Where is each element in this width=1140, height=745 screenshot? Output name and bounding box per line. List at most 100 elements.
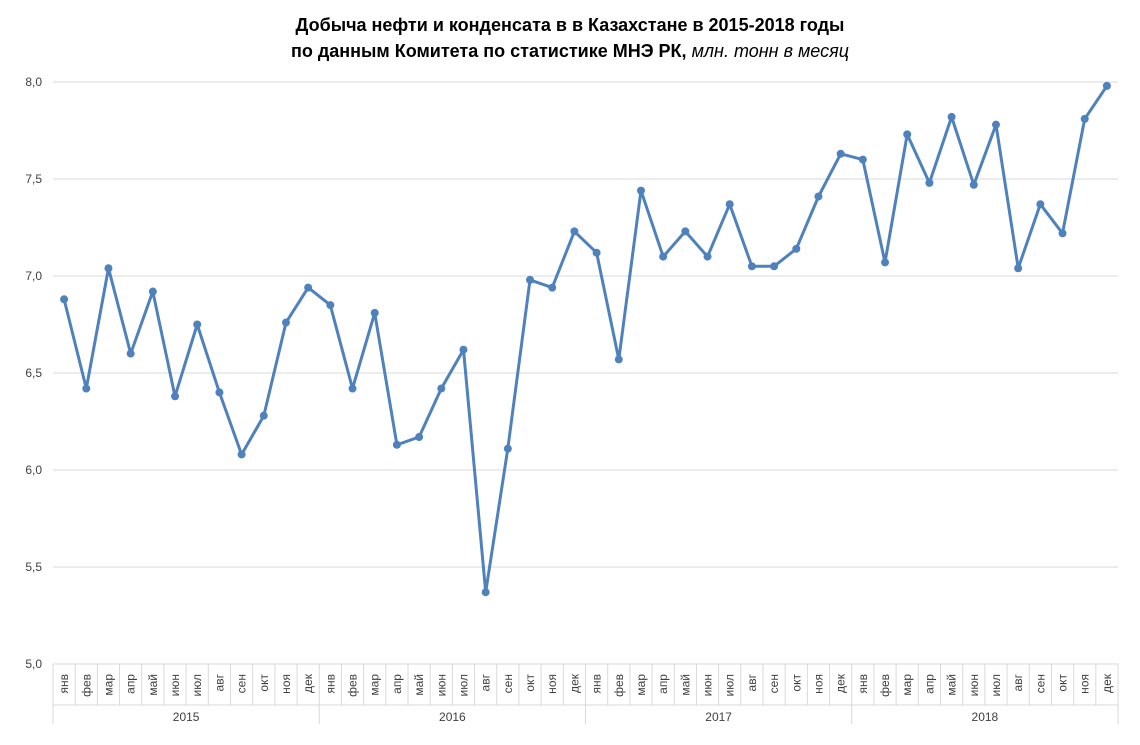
data-point <box>237 450 246 459</box>
year-label: 2018 <box>972 710 999 724</box>
month-tick-label: июл <box>456 674 470 696</box>
month-tick-label: фев <box>346 674 360 697</box>
data-point <box>370 308 379 317</box>
y-tick-label: 6,0 <box>25 463 42 477</box>
data-point <box>526 275 535 284</box>
month-tick-label: фев <box>612 674 626 697</box>
data-point <box>659 252 668 261</box>
month-tick-label: июн <box>434 674 448 696</box>
chart-title-line1: Добыча нефти и конденсата в в Казахстане… <box>295 15 845 35</box>
month-tick-label: дек <box>834 673 848 693</box>
data-point <box>82 384 91 393</box>
chart-title-main: по данным Комитета по статистике МНЭ РК, <box>290 41 687 61</box>
month-tick-label: сен <box>767 674 781 693</box>
data-point <box>348 384 357 393</box>
month-tick-label: май <box>678 674 692 696</box>
year-label: 2015 <box>173 710 200 724</box>
data-point <box>969 180 978 189</box>
month-tick-label: сен <box>501 674 515 693</box>
data-point <box>792 244 801 253</box>
data-point <box>171 392 180 401</box>
month-tick-label: окт <box>789 674 803 692</box>
month-tick-label: май <box>412 674 426 696</box>
data-point <box>281 318 290 327</box>
data-point <box>126 349 135 358</box>
month-tick-label: дек <box>1100 673 1114 693</box>
chart-title-unit: млн. тонн в месяц <box>691 41 850 61</box>
data-point <box>392 440 401 449</box>
data-point <box>437 384 446 393</box>
data-point <box>1102 81 1111 90</box>
data-point <box>991 120 1000 129</box>
data-point <box>858 155 867 164</box>
data-point <box>703 252 712 261</box>
data-point <box>60 295 69 304</box>
y-axis-ticks: 5,0 5,5 6,0 6,5 7,0 7,5 8,0 <box>25 75 42 671</box>
data-point <box>925 178 934 187</box>
month-tick-label: апр <box>922 674 936 694</box>
data-point <box>570 227 579 236</box>
month-tick-label: фев <box>79 674 93 697</box>
y-tick-label: 5,0 <box>25 657 42 671</box>
data-point <box>415 433 424 442</box>
month-tick-label: мар <box>368 674 382 696</box>
month-tick-label: мар <box>101 674 115 696</box>
month-tick-label: июн <box>701 674 715 696</box>
chart-title-line2: по данным Комитета по статистике МНЭ РК,… <box>0 38 1140 64</box>
month-tick-label: фев <box>878 674 892 697</box>
data-point <box>725 200 734 209</box>
month-tick-label: янв <box>590 674 604 694</box>
month-tick-label: окт <box>523 674 537 692</box>
data-point <box>548 283 557 292</box>
month-tick-label: окт <box>1056 674 1070 692</box>
data-point <box>104 264 113 273</box>
data-point <box>1058 229 1067 238</box>
month-tick-label: янв <box>323 674 337 694</box>
month-tick-label: май <box>945 674 959 696</box>
data-point <box>304 283 313 292</box>
month-tick-label: авг <box>479 673 493 691</box>
data-point <box>747 262 756 271</box>
month-tick-label: янв <box>856 674 870 694</box>
data-point <box>681 227 690 236</box>
month-tick-label: ноя <box>545 674 559 694</box>
data-point <box>903 130 912 139</box>
month-tick-label: ноя <box>1078 674 1092 694</box>
y-tick-label: 8,0 <box>25 75 42 89</box>
month-tick-label: сен <box>235 674 249 693</box>
month-tick-label: дек <box>567 673 581 693</box>
data-point <box>614 355 623 364</box>
month-tick-label: ноя <box>811 674 825 694</box>
data-point <box>1036 200 1045 209</box>
data-point <box>814 192 823 201</box>
data-point <box>770 262 779 271</box>
data-point <box>193 320 202 329</box>
data-point <box>459 345 468 354</box>
month-tick-label: июл <box>723 674 737 696</box>
month-tick-label: мар <box>634 674 648 696</box>
chart-title: Добыча нефти и конденсата в в Казахстане… <box>0 12 1140 64</box>
month-tick-label: окт <box>257 674 271 692</box>
data-series <box>60 81 1111 597</box>
data-point <box>1080 114 1089 123</box>
data-point <box>503 444 512 453</box>
data-point <box>836 149 845 158</box>
month-tick-label: янв <box>57 674 71 694</box>
y-tick-label: 7,0 <box>25 269 42 283</box>
month-tick-label: апр <box>656 674 670 694</box>
month-tick-label: апр <box>390 674 404 694</box>
month-tick-label: июн <box>168 674 182 696</box>
data-point <box>215 388 224 397</box>
y-tick-label: 5,5 <box>25 560 42 574</box>
y-tick-label: 6,5 <box>25 366 42 380</box>
data-point <box>259 411 268 420</box>
data-point <box>1014 264 1023 273</box>
x-axis: янв фев мар апр май июн июл авг сен окт ноя дек янв ф… <box>52 663 1119 724</box>
month-tick-label: авг <box>1011 673 1025 691</box>
data-point <box>947 112 956 121</box>
data-point <box>481 588 490 597</box>
year-label: 2017 <box>705 710 732 724</box>
month-tick-label: мар <box>900 674 914 696</box>
y-tick-label: 7,5 <box>25 172 42 186</box>
